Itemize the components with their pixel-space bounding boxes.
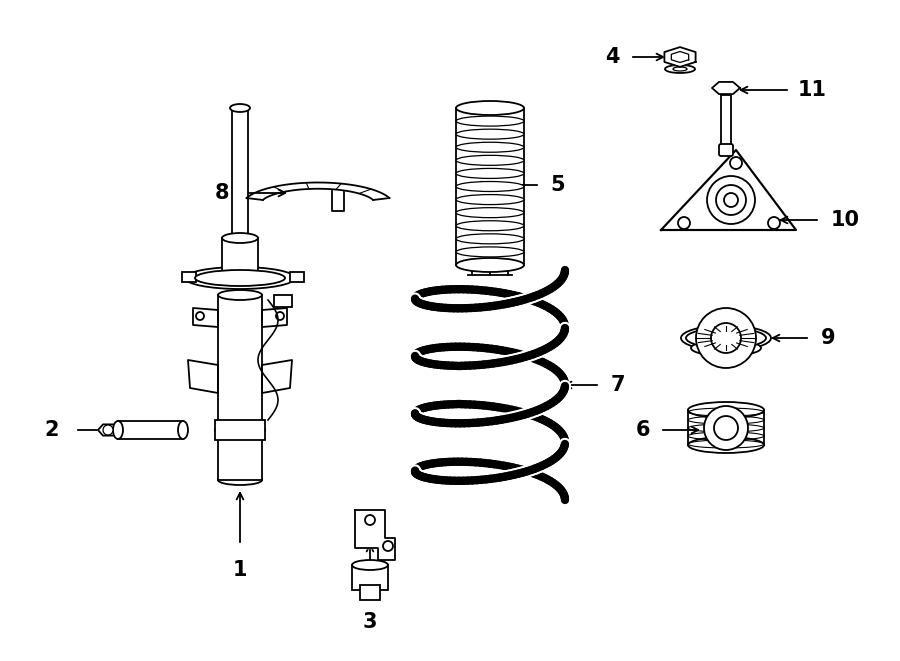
Circle shape <box>103 425 113 435</box>
Ellipse shape <box>456 194 524 205</box>
Polygon shape <box>355 510 395 560</box>
Ellipse shape <box>665 65 695 73</box>
Ellipse shape <box>456 101 524 115</box>
Ellipse shape <box>456 129 524 139</box>
Polygon shape <box>247 182 390 200</box>
Text: 9: 9 <box>821 328 835 348</box>
Text: 1: 1 <box>233 560 248 580</box>
Polygon shape <box>98 424 118 436</box>
Bar <box>360 585 380 600</box>
Ellipse shape <box>218 290 262 300</box>
Ellipse shape <box>691 340 761 356</box>
Bar <box>218 295 262 480</box>
Ellipse shape <box>230 104 250 112</box>
Text: 2: 2 <box>45 420 59 440</box>
Text: 10: 10 <box>831 210 860 230</box>
Polygon shape <box>262 360 292 393</box>
Polygon shape <box>262 308 287 327</box>
Circle shape <box>276 312 284 320</box>
Bar <box>182 272 196 282</box>
Bar <box>232 108 248 238</box>
Ellipse shape <box>673 67 687 71</box>
Ellipse shape <box>456 182 524 192</box>
Text: 5: 5 <box>551 175 565 195</box>
Text: 7: 7 <box>611 375 625 395</box>
Circle shape <box>704 406 748 450</box>
Circle shape <box>711 323 741 353</box>
Ellipse shape <box>456 247 524 257</box>
Polygon shape <box>188 360 218 393</box>
Ellipse shape <box>456 155 524 165</box>
Bar <box>352 565 388 590</box>
Polygon shape <box>661 150 796 230</box>
Ellipse shape <box>688 402 764 418</box>
Circle shape <box>365 515 375 525</box>
Text: 8: 8 <box>215 183 230 203</box>
FancyBboxPatch shape <box>719 144 733 156</box>
Ellipse shape <box>681 325 771 350</box>
Circle shape <box>196 312 204 320</box>
Text: 11: 11 <box>797 80 826 100</box>
Ellipse shape <box>222 268 258 278</box>
Ellipse shape <box>178 421 188 439</box>
Bar <box>688 410 764 445</box>
Bar <box>222 238 258 273</box>
Circle shape <box>724 193 738 207</box>
Polygon shape <box>664 47 696 67</box>
Text: 3: 3 <box>363 612 377 632</box>
Polygon shape <box>193 308 218 327</box>
Circle shape <box>768 217 780 229</box>
Bar <box>721 95 731 150</box>
Circle shape <box>714 416 738 440</box>
Ellipse shape <box>456 169 524 178</box>
Ellipse shape <box>686 328 766 348</box>
Circle shape <box>707 176 755 224</box>
Ellipse shape <box>195 270 285 286</box>
Ellipse shape <box>456 221 524 231</box>
Ellipse shape <box>215 421 265 439</box>
Text: 6: 6 <box>635 420 650 440</box>
Bar <box>290 272 304 282</box>
Ellipse shape <box>113 421 123 439</box>
Polygon shape <box>712 82 740 94</box>
Bar <box>215 420 265 440</box>
Ellipse shape <box>456 258 524 272</box>
Circle shape <box>730 157 742 169</box>
Ellipse shape <box>185 267 295 289</box>
Circle shape <box>383 541 393 551</box>
Ellipse shape <box>456 234 524 244</box>
Bar <box>118 421 183 439</box>
Bar <box>274 295 292 307</box>
Ellipse shape <box>352 560 388 570</box>
Ellipse shape <box>456 142 524 152</box>
Ellipse shape <box>688 437 764 453</box>
Ellipse shape <box>218 475 262 485</box>
Circle shape <box>678 217 690 229</box>
Circle shape <box>716 185 746 215</box>
Ellipse shape <box>456 208 524 217</box>
Circle shape <box>696 308 756 368</box>
Text: 4: 4 <box>605 47 619 67</box>
Ellipse shape <box>222 233 258 243</box>
Ellipse shape <box>456 116 524 126</box>
